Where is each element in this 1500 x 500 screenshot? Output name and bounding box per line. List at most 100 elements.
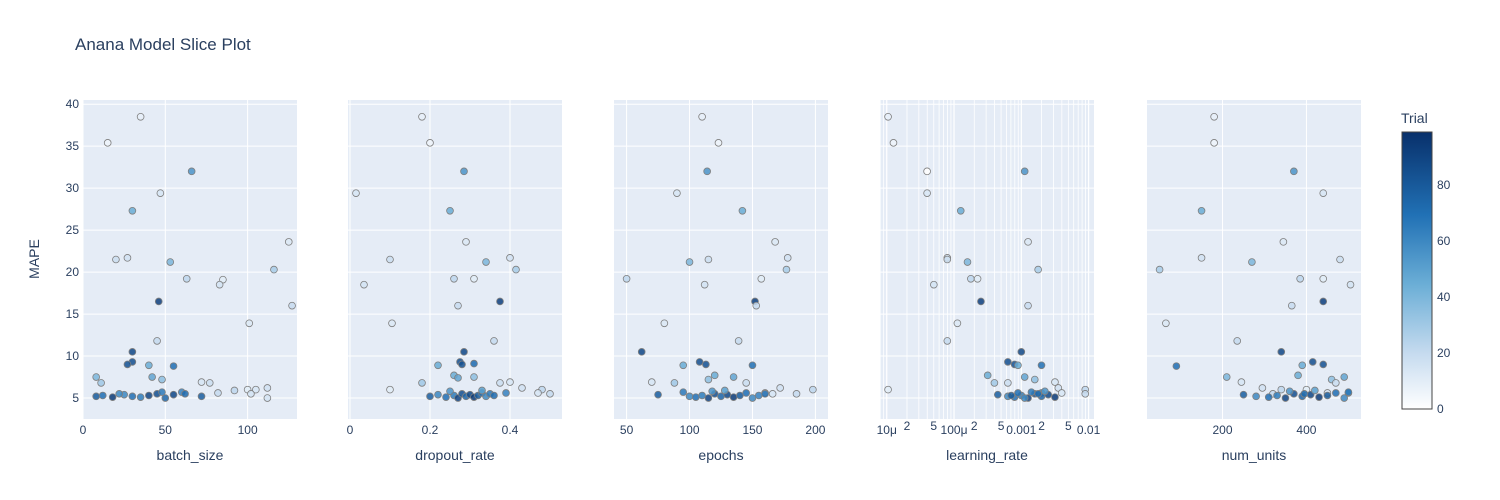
trial-point	[434, 361, 442, 370]
trial-point	[169, 390, 178, 399]
trial-point	[742, 379, 750, 387]
trial-point	[388, 319, 396, 328]
trial-point	[123, 254, 132, 262]
trial-point	[700, 280, 709, 289]
trial-point	[1024, 301, 1032, 310]
trial-point	[263, 394, 272, 402]
trial-point	[1323, 391, 1332, 400]
trial-point	[418, 112, 426, 121]
trial-point	[460, 348, 468, 356]
trial-point	[1319, 297, 1328, 306]
trial-point	[496, 297, 504, 306]
y-tick-label: 35	[66, 139, 80, 153]
chart-title: Anana Model Slice Plot	[75, 35, 251, 54]
plot-background	[348, 100, 562, 419]
trial-point	[1264, 393, 1273, 401]
trial-point	[92, 373, 100, 381]
colorbar-tick-label: 0	[1437, 402, 1444, 416]
y-tick-label: 40	[66, 97, 80, 111]
trial-point	[654, 390, 662, 399]
panel-epochs: 50 100 150 200 epochs	[614, 100, 828, 463]
x-tick-label: 200	[1213, 423, 1233, 437]
trial-point	[923, 189, 931, 197]
trial-point	[181, 390, 189, 398]
trial-point	[247, 390, 255, 398]
trial-point	[478, 386, 486, 395]
trial-point	[708, 387, 716, 396]
trial-point	[506, 378, 514, 386]
trial-point	[1279, 238, 1288, 246]
x-tick-label: 0.4	[502, 423, 519, 437]
trial-point	[1020, 167, 1029, 176]
trial-point	[660, 319, 669, 328]
trial-point	[983, 371, 992, 380]
trial-point	[145, 361, 153, 370]
trial-point	[757, 275, 766, 283]
plot-background	[614, 100, 828, 419]
trial-point	[792, 390, 801, 398]
trial-point	[1300, 390, 1309, 398]
trial-point	[263, 384, 272, 392]
trial-point	[1004, 358, 1012, 366]
trial-point	[1277, 348, 1286, 356]
x-tick-label: 5	[930, 419, 937, 433]
trial-point	[1290, 167, 1298, 176]
trial-point	[771, 238, 779, 246]
trial-point	[506, 254, 514, 262]
trial-point	[490, 337, 498, 345]
trial-point	[284, 238, 293, 246]
trial-point	[1332, 379, 1340, 387]
y-tick-label: 20	[66, 265, 80, 279]
trial-point	[1277, 385, 1286, 394]
trial-point	[1197, 254, 1206, 262]
trial-point	[1319, 189, 1328, 197]
trial-point	[1281, 394, 1290, 402]
trial-point	[214, 389, 222, 397]
trial-point	[1020, 394, 1029, 402]
trial-point	[245, 319, 254, 328]
trial-point	[1346, 280, 1355, 289]
x-tick-label: 5	[998, 419, 1005, 433]
trial-point	[1162, 319, 1170, 328]
trial-point	[205, 379, 214, 387]
trial-point	[685, 392, 694, 401]
y-tick-label: 30	[66, 181, 80, 195]
trial-point	[1172, 362, 1181, 370]
y-tick-label: 25	[66, 223, 80, 237]
trial-point	[738, 207, 747, 215]
trial-point	[704, 255, 713, 264]
x-tick-label: 5	[1065, 419, 1072, 433]
trial-point	[270, 265, 278, 274]
trial-point	[768, 390, 777, 398]
trial-point	[1027, 388, 1036, 396]
trial-point	[670, 379, 679, 387]
trial-point	[679, 361, 688, 370]
trial-point	[1034, 265, 1042, 274]
trial-point	[512, 265, 520, 274]
trial-point	[454, 301, 462, 310]
trial-point	[1030, 375, 1039, 384]
trial-point	[1344, 388, 1353, 396]
panel-batch-size: 0 50 100 5 10 15 20 25 30 35 40 batch_size	[66, 97, 297, 463]
y-axis-title: MAPE	[26, 239, 42, 279]
trial-point	[703, 167, 711, 176]
trial-point	[956, 207, 965, 215]
trial-point	[1197, 207, 1206, 215]
trial-point	[546, 390, 554, 398]
x-tick-label: 150	[742, 423, 762, 437]
trial-point	[1294, 371, 1302, 380]
trial-point	[352, 189, 360, 197]
trial-point	[161, 394, 170, 402]
trial-point	[470, 275, 478, 283]
trial-point	[729, 393, 738, 401]
trial-point	[386, 385, 394, 394]
trial-point	[158, 388, 166, 396]
trial-point	[953, 319, 962, 328]
trial-point	[729, 373, 738, 381]
trial-point	[148, 373, 156, 381]
x-tick-label: 0	[80, 423, 87, 437]
y-tick-label: 10	[66, 349, 80, 363]
trial-point	[736, 391, 744, 400]
trial-point	[1237, 378, 1246, 386]
